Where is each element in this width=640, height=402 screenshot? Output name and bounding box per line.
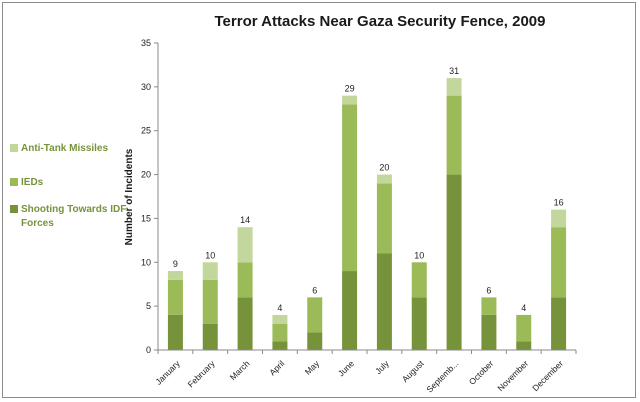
bar-segment (202, 279, 218, 324)
y-tick-label: 35 (141, 38, 151, 48)
bar-segment (272, 341, 288, 350)
legend-label: IEDs (21, 177, 44, 188)
bar-segment (342, 104, 358, 272)
bar-segment (446, 95, 462, 175)
x-tick-label: October (467, 358, 496, 387)
x-tick-label: July (373, 358, 391, 376)
bar-segment (202, 323, 218, 350)
y-tick-label: 5 (146, 301, 151, 311)
x-tick-label: February (186, 358, 218, 390)
bar-segment (551, 209, 567, 228)
bar-total-label: 29 (345, 84, 355, 94)
bar-segment (342, 271, 358, 350)
bar-total-label: 4 (521, 303, 526, 313)
bar-segment (481, 314, 497, 350)
x-tick-label: March (228, 358, 252, 382)
x-tick-label: Septemb... (424, 358, 460, 394)
y-tick-label: 10 (141, 257, 151, 267)
bars (167, 78, 567, 350)
bar-segment (202, 262, 218, 280)
bar-total-label: 31 (449, 66, 459, 76)
x-tick-label: December (530, 358, 565, 393)
x-tick-label: April (267, 358, 286, 377)
x-tick-label: August (400, 358, 426, 384)
bar-total-label: 10 (414, 250, 424, 260)
bar-segment (307, 332, 323, 350)
bar-segment (167, 314, 183, 350)
x-tick-label: May (303, 358, 322, 377)
bar-segment (376, 253, 392, 350)
bar-segment (551, 297, 567, 350)
y-axis-ticks: 0 5 10 15 20 25 30 35 (141, 38, 158, 355)
bar-total-label: 20 (379, 163, 389, 173)
x-tick-label: November (495, 358, 530, 393)
y-axis-label: Number of Incidents (124, 148, 135, 245)
bar-segment (167, 279, 183, 315)
bar-total-label: 16 (554, 198, 564, 208)
y-tick-label: 30 (141, 82, 151, 92)
legend-swatch (10, 144, 18, 152)
bar-segment (272, 314, 288, 324)
bar-segment (376, 174, 392, 184)
legend-swatch (10, 178, 18, 186)
bar-segment (481, 297, 497, 315)
bar-segment (446, 78, 462, 96)
bar-segment (167, 271, 183, 280)
x-tick-label: June (336, 358, 356, 378)
bar-total-label: 6 (312, 285, 317, 295)
bar-segment (551, 227, 567, 298)
legend-label: Shooting Towards IDF (21, 204, 126, 215)
x-axis-ticks: January February March April May June July Augu… (153, 350, 577, 394)
bar-segment (516, 314, 532, 342)
y-tick-label: 20 (141, 170, 151, 180)
y-tick-label: 25 (141, 126, 151, 136)
y-tick-label: 15 (141, 213, 151, 223)
bar-segment (237, 227, 253, 263)
chart-title: Terror Attacks Near Gaza Security Fence,… (215, 13, 546, 30)
data-labels: 9 10 14 4 6 29 20 10 31 6 4 16 (173, 66, 564, 313)
bar-total-label: 6 (486, 285, 491, 295)
bar-segment (307, 297, 323, 333)
bar-segment (411, 297, 427, 350)
legend-swatch (10, 205, 18, 213)
y-tick-label: 0 (146, 345, 151, 355)
bar-segment (237, 262, 253, 298)
bar-segment (237, 297, 253, 350)
legend: Anti-Tank Missiles IEDs Shooting Towards I… (10, 143, 126, 229)
x-tick-label: January (153, 358, 182, 387)
bar-segment (272, 323, 288, 342)
bar-segment (342, 95, 358, 105)
bar-total-label: 14 (240, 215, 250, 225)
bar-total-label: 10 (205, 250, 215, 260)
legend-label: Anti-Tank Missiles (21, 143, 108, 154)
bar-segment (411, 262, 427, 298)
bar-total-label: 4 (277, 303, 282, 313)
bar-total-label: 9 (173, 259, 178, 269)
legend-label: Forces (21, 218, 54, 229)
bar-segment (516, 341, 532, 350)
bar-segment (446, 174, 462, 350)
bar-segment (376, 183, 392, 254)
